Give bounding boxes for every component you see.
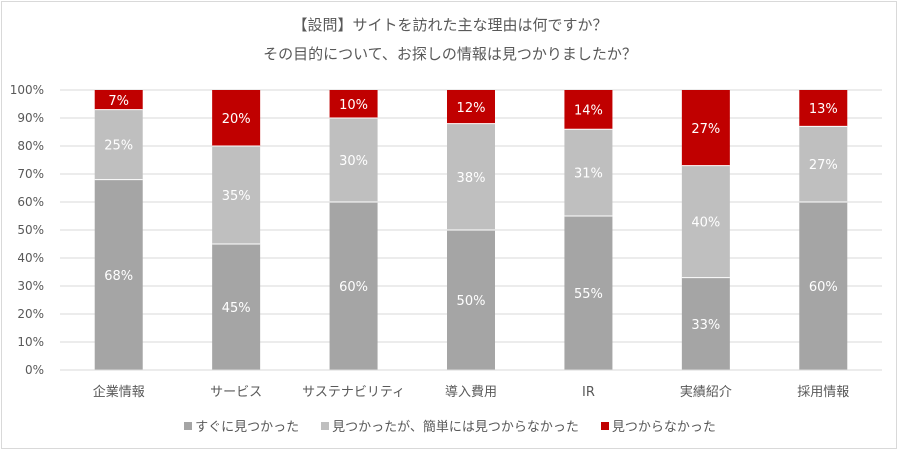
y-tick-label: 80% [17,139,44,153]
y-tick-label: 50% [17,223,44,237]
data-label: 45% [222,301,251,316]
data-label: 38% [457,171,486,186]
bar-segment [212,244,261,370]
bar-segment [329,202,378,370]
bar-segment [329,118,378,202]
legend-swatch [321,421,330,430]
legend-swatch [600,421,609,430]
chart-title-line-1: 【設問】サイトを訪れた主な理由は何ですか？ [292,16,608,34]
data-label: 55% [574,287,603,302]
legend-label: 見つからなかった [611,420,716,435]
data-label: 10% [339,98,368,113]
bar-segment [447,90,495,124]
y-tick-label: 10% [17,335,44,349]
bar-segment [564,90,613,130]
data-label: 60% [339,280,368,295]
y-tick-label: 0% [25,363,44,377]
bar-segment [799,90,848,127]
legend-item: すぐに見つかった [184,416,299,435]
data-label: 27% [691,122,720,137]
data-label: 7% [108,94,129,109]
data-label: 33% [691,318,720,333]
bar-segment [447,230,495,370]
data-label: 20% [222,112,251,127]
data-label: 14% [574,104,603,119]
data-label: 40% [691,216,720,231]
y-tick-label: 90% [17,111,44,125]
legend-item: 見つからなかった [600,416,716,435]
bar-segment [681,277,730,370]
legend: すぐに見つかった 見つかったが、簡単には見つからなかった 見つからなかった [0,416,900,435]
chart-title-line-2: その目的について、お探しの情報は見つかりましたか？ [263,45,637,63]
data-label: 27% [809,158,838,173]
bar-segment [94,90,143,110]
x-tick-label: サービス [210,385,262,400]
data-label: 31% [574,167,603,182]
data-label: 60% [809,280,838,295]
legend-label: 見つかったが、簡単には見つからなかった [332,420,579,435]
y-tick-label: 40% [17,251,44,265]
x-tick-label: 企業情報 [93,384,145,400]
data-label: 13% [809,102,838,117]
x-tick-label: サステナビリティ [302,385,405,400]
x-tick-label: 採用情報 [797,385,849,400]
legend-item: 見つかったが、簡単には見つからなかった [321,416,579,435]
bar-segment [564,216,613,370]
x-tick-label: 実績紹介 [680,384,732,400]
data-label: 35% [222,189,251,204]
bar-segment [564,129,613,216]
bar-segment [681,90,730,166]
x-tick-label: IR [582,385,595,400]
y-tick-label: 100% [10,83,44,97]
bar-segment [212,90,261,146]
bar-segment [799,202,848,370]
bar-segment [94,109,143,180]
bar-segment [94,179,143,370]
bar-segment [329,90,378,118]
data-label: 50% [457,294,486,309]
y-tick-label: 70% [17,167,44,181]
x-tick-label: 導入費用 [445,385,497,400]
y-tick-label: 30% [17,279,44,293]
bar-segment [799,126,848,202]
data-label: 68% [104,269,133,284]
legend-label: すぐに見つかった [195,420,300,435]
y-tick-label: 60% [17,195,44,209]
data-label: 25% [104,139,133,154]
bar-segment [212,146,261,244]
data-label: 12% [457,101,486,116]
bar-segment [447,123,495,230]
legend-swatch [184,421,193,430]
bar-segment [681,165,730,278]
y-tick-label: 20% [17,307,44,321]
data-label: 30% [339,154,368,169]
